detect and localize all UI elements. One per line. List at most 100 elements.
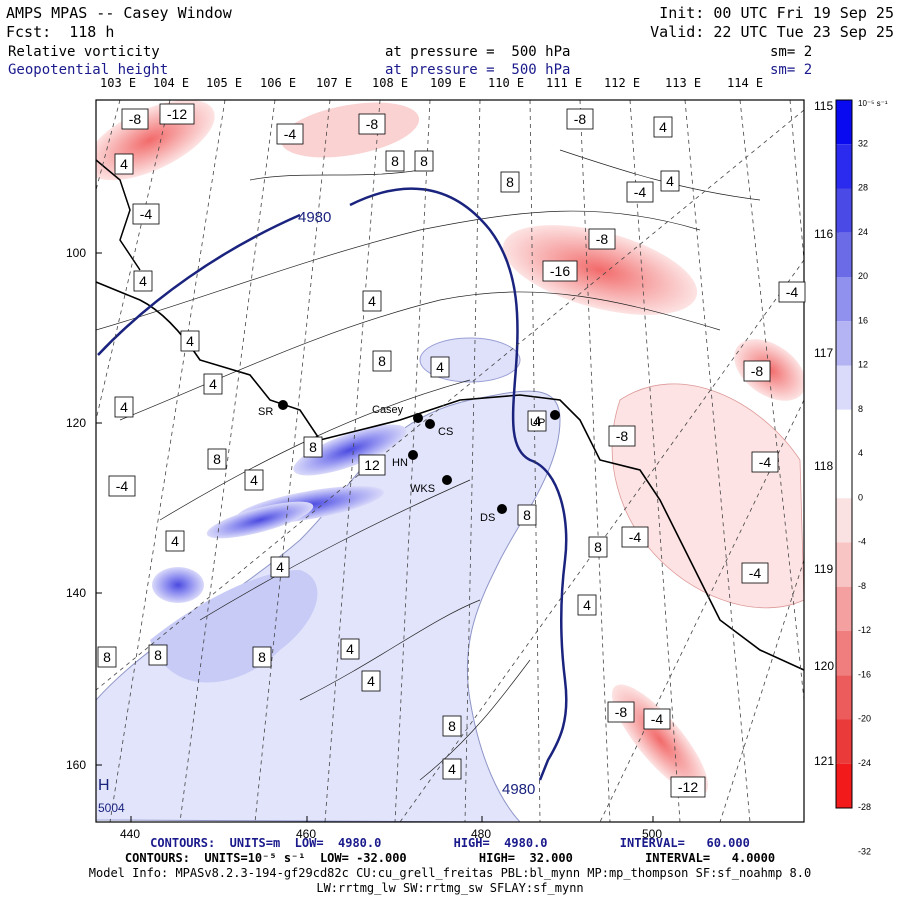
contour-label: -8 (566, 108, 594, 130)
contour-label: -8 (743, 360, 771, 382)
svg-text:4: 4 (139, 273, 147, 289)
colorbar: 32 28 24 20 16 12 8 4 0 -4 -8 -12 -16 -20 -24 -28 -32 (835, 99, 871, 856)
contour-label: -4 (108, 475, 136, 497)
y-tick-140: 140 (66, 586, 86, 600)
svg-text:8: 8 (448, 718, 456, 734)
svg-text:-4: -4 (140, 206, 153, 222)
contour-label: -4 (643, 708, 671, 730)
top-lon-label: 112 E (604, 76, 641, 90)
contour-label: 4 (660, 170, 680, 192)
stations: SR Casey CS HN WKS DS UP (258, 400, 560, 524)
svg-text:-8: -8 (129, 111, 142, 127)
svg-text:4: 4 (250, 472, 258, 488)
svg-text:4: 4 (448, 761, 456, 777)
colorbar-swatch (836, 719, 852, 764)
svg-text:-12: -12 (678, 779, 698, 795)
station-marker-ds (497, 504, 507, 514)
svg-text:4: 4 (186, 333, 194, 349)
svg-text:4: 4 (120, 399, 128, 415)
contour-label: 8 (372, 350, 392, 372)
colorbar-unit: 10⁻⁵ s⁻¹ (858, 99, 888, 108)
colorbar-swatch (836, 763, 852, 808)
contour-label: -12 (159, 103, 195, 125)
colorbar-swatch (836, 144, 852, 189)
svg-text:4: 4 (533, 413, 541, 429)
top-lon-label: 113 E (665, 76, 702, 90)
svg-text:-4: -4 (629, 529, 642, 545)
model-info: Model Info: MPASv8.2.3-194-gf29cd82c CU:… (88, 866, 812, 880)
contour-label: 4 (244, 469, 264, 491)
colorbar-label: -8 (858, 581, 866, 591)
svg-text:-4: -4 (749, 565, 762, 581)
field1-name: Relative vorticity (8, 44, 160, 60)
svg-text:8: 8 (103, 649, 111, 665)
contour-label: 8 (517, 504, 537, 526)
station-label-up: UP (530, 417, 545, 429)
contour-label: 4 (361, 670, 381, 692)
contour-label: 4 (577, 594, 597, 616)
svg-text:4: 4 (583, 597, 591, 613)
contour-label: -12 (670, 776, 706, 798)
field2-level: at pressure = 500 hPa (385, 62, 571, 78)
height-label-2: 4980 (502, 781, 535, 798)
x-tick-480: 480 (471, 827, 491, 841)
top-lon-label: 110 E (488, 76, 525, 90)
station-label-ds: DS (480, 512, 495, 524)
init-time: Init: 00 UTC Fri 19 Sep 25 (659, 4, 894, 22)
station-label-hn: HN (392, 457, 408, 469)
positive-vorticity-area (96, 390, 561, 822)
station-label-cs: CS (438, 426, 453, 438)
top-lon-label: 105 E (206, 76, 243, 90)
svg-text:4: 4 (368, 293, 376, 309)
colorbar-label: 24 (858, 227, 868, 237)
contour-label: 4 (165, 530, 185, 552)
field1-smoothing: sm= 2 (770, 44, 813, 60)
contour-label: 4 (203, 373, 223, 395)
contour-label: 8 (252, 646, 272, 668)
vorticity-contour-info: CONTOURS: UNITS=10⁻⁵ s⁻¹ LOW= -32.000 HI… (124, 851, 776, 865)
svg-text:-8: -8 (574, 111, 587, 127)
svg-text:4: 4 (436, 359, 444, 375)
colorbar-swatch (836, 100, 852, 145)
field1-level: at pressure = 500 hPa (385, 44, 571, 60)
svg-text:4: 4 (659, 119, 667, 135)
contour-label: -8 (607, 701, 635, 723)
svg-text:8: 8 (378, 353, 386, 369)
contour-label: -8 (588, 228, 616, 250)
svg-text:8: 8 (213, 451, 221, 467)
colorbar-swatch (836, 409, 852, 454)
svg-text:4: 4 (367, 673, 375, 689)
svg-text:12: 12 (364, 457, 380, 473)
top-lon-label: 114 E (727, 76, 764, 90)
top-lon-label: 109 E (430, 76, 467, 90)
svg-text:-8: -8 (366, 116, 379, 132)
colorbar-label: -24 (858, 758, 871, 768)
blue-band-1 (293, 424, 407, 476)
svg-text:-4: -4 (116, 478, 129, 494)
contour-label: 4 (114, 153, 134, 175)
svg-text:-4: -4 (786, 284, 799, 300)
station-marker-hn (408, 450, 418, 460)
contour-label: 8 (148, 644, 168, 666)
blue-max-spot (152, 567, 204, 603)
contour-label: 4 (527, 410, 547, 432)
svg-text:-4: -4 (759, 454, 772, 470)
x-tick-460: 460 (296, 827, 316, 841)
contour-label: -4 (751, 451, 779, 473)
colorbar-swatch (836, 365, 852, 410)
y-tick-160: 160 (66, 758, 86, 772)
map-field (96, 100, 804, 822)
contour-label: 8 (500, 171, 520, 193)
contour-label: -16 (542, 260, 578, 282)
colorbar-label: 4 (858, 448, 863, 458)
coastline-2 (96, 159, 141, 271)
high-marker: H (98, 777, 110, 794)
blue-band-3 (206, 501, 314, 539)
colorbar-swatch (836, 232, 852, 277)
contour-label: 4 (133, 270, 153, 292)
svg-text:-8: -8 (596, 231, 609, 247)
station-marker-sr (278, 400, 288, 410)
colorbar-label: -20 (858, 714, 871, 724)
colorbar-label: 8 (858, 404, 863, 414)
svg-text:-8: -8 (615, 704, 628, 720)
